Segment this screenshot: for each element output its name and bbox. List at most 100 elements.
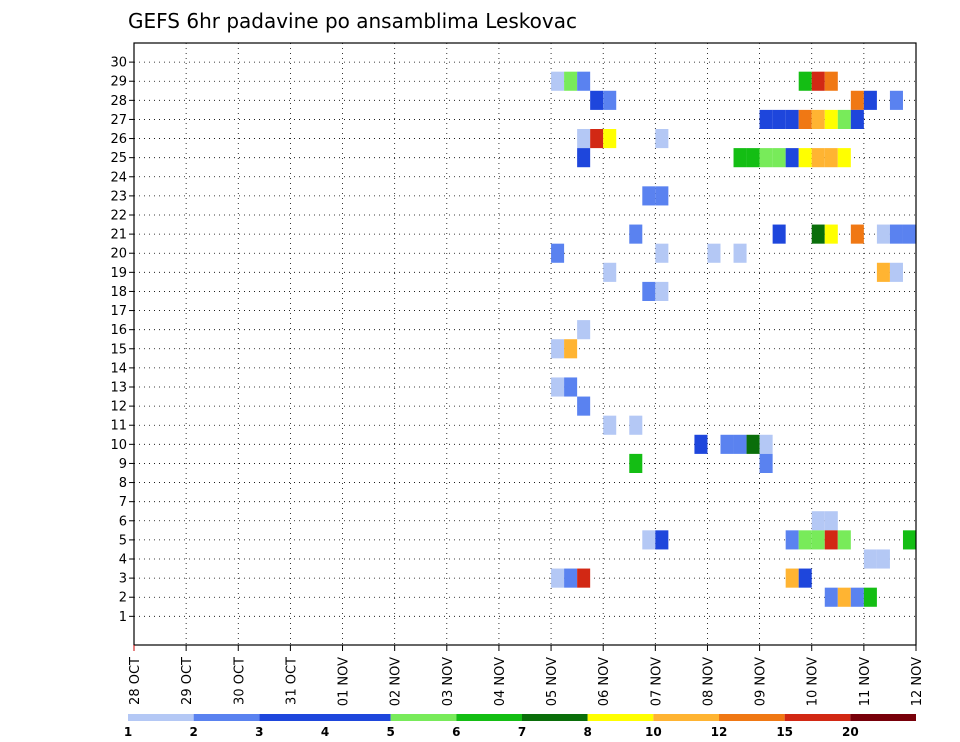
precip-cell [824,587,838,607]
grid [134,43,916,645]
precip-cell [655,281,669,301]
precip-cell [629,415,643,435]
colorbar-segment [784,714,851,721]
y-tick-label: 22 [110,209,127,224]
y-tick-label: 5 [119,533,127,548]
precip-cell [850,109,864,129]
colorbar-label: 2 [189,725,197,739]
precip-cell [603,415,617,435]
colorbar-segment [522,714,588,721]
x-tick-label: 10 NOV [806,657,821,706]
precip-cell [824,530,838,550]
x-tick-label: 12 NOV [910,657,925,706]
precip-cell [603,262,617,282]
precip-cell [733,434,747,454]
precip-cell [798,568,812,588]
data-cells [551,71,916,607]
x-tick-label: 11 NOV [858,657,873,706]
y-tick-label: 17 [110,304,127,319]
precip-cell [551,71,565,91]
precip-cell [642,281,656,301]
precip-cell [590,90,604,110]
x-tick-label: 29 OCT [180,657,195,705]
precip-cell [811,71,825,91]
y-tick-label: 28 [110,94,127,109]
precip-cell [863,90,877,110]
colorbar-segment [128,714,194,721]
precip-cell [902,530,916,550]
precip-cell [577,129,591,149]
x-tick-label: 05 NOV [545,657,560,706]
precip-cell [863,587,877,607]
x-tick-label: 03 NOV [441,657,456,706]
precip-cell [850,90,864,110]
precip-cell [837,587,851,607]
x-tick-label: 30 OCT [232,657,247,705]
x-tick-label: 08 NOV [701,657,716,706]
precip-cell [577,396,591,416]
y-tick-label: 8 [119,476,127,491]
precip-cell [902,224,916,244]
x-tick-label: 06 NOV [597,657,612,706]
precip-cell [772,109,786,129]
y-tick-label: 19 [110,266,127,281]
precip-cell [733,243,747,263]
y-tick-label: 29 [110,75,127,90]
precip-cell [551,377,565,397]
precip-cell [772,148,786,168]
precip-cell [811,109,825,129]
colorbar-label: 10 [645,725,662,739]
precip-cell [746,434,760,454]
colorbar-segment [259,714,325,721]
precip-cell [876,262,890,282]
y-tick-label: 25 [110,151,127,166]
colorbar-label: 8 [583,725,591,739]
x-axis: 28 OCT 29 OCT 30 OCT 31 OCT 01 NOV 02 NOV 03 N… [128,645,925,706]
precip-cell [746,148,760,168]
y-tick-label: 10 [110,438,127,453]
colorbar-segment [193,714,260,721]
y-tick-label: 15 [110,342,127,357]
precip-cell [759,148,773,168]
colorbar-label: 15 [776,725,793,739]
precip-cell [720,434,734,454]
precip-cell [564,377,578,397]
x-tick-label: 28 OCT [128,657,143,705]
precip-cell [603,129,617,149]
precip-cell [824,224,838,244]
precip-cell [577,568,591,588]
precip-cell [759,453,773,473]
precip-cell [759,109,773,129]
chart-title: GEFS 6hr padavine po ansamblima Leskovac [128,9,577,33]
precip-cell [798,530,812,550]
colorbar-label: 6 [452,725,460,739]
y-tick-label: 20 [110,247,127,262]
precip-cell [603,90,617,110]
precip-cell [811,530,825,550]
precip-cell [577,71,591,91]
y-tick-label: 2 [119,591,127,606]
precip-cell [577,320,591,340]
y-tick-label: 23 [110,189,127,204]
colorbar-segment [653,714,719,721]
x-tick-label: 04 NOV [493,657,508,706]
precip-cell [785,148,799,168]
precip-cell [642,530,656,550]
y-tick-label: 16 [110,323,127,338]
y-tick-label: 18 [110,285,127,300]
y-tick-label: 4 [119,553,127,568]
y-tick-label: 6 [119,514,127,529]
y-tick-label: 3 [119,572,127,587]
colorbar-legend: 1 2 3 4 5 6 7 8 10 12 15 20 [124,714,916,739]
x-tick-label: 07 NOV [649,657,664,706]
precip-cell [564,339,578,359]
precip-cell [551,568,565,588]
precip-cell [564,568,578,588]
x-tick-label: 01 NOV [337,657,352,706]
precip-cell [798,109,812,129]
y-tick-label: 21 [110,228,127,243]
y-tick-label: 11 [110,419,127,434]
y-tick-label: 14 [110,361,127,376]
precip-cell [655,530,669,550]
